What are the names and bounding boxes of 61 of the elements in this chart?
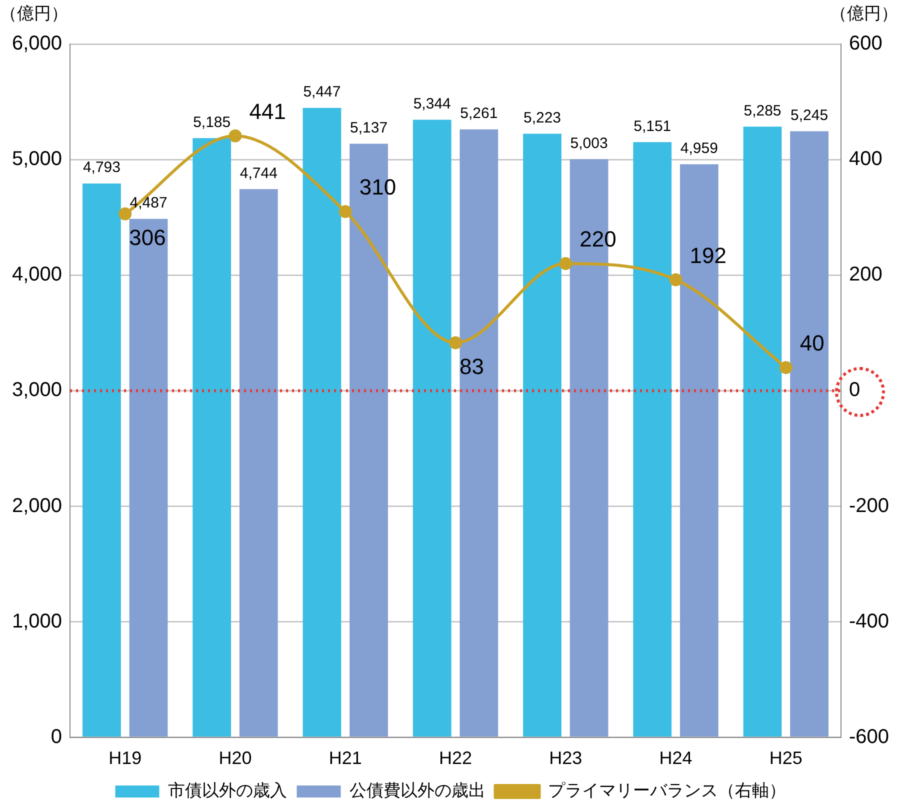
legend-label: プライマリーバランス（右軸） bbox=[548, 781, 786, 800]
bar bbox=[460, 129, 498, 737]
y-tick-label: 5,000 bbox=[12, 148, 62, 170]
data-label: 4,744 bbox=[240, 164, 278, 182]
y-tick-label: 0 bbox=[50, 726, 62, 748]
legend-label: 公債費以外の歳出 bbox=[349, 781, 486, 800]
y-tick-label: 2,000 bbox=[12, 494, 62, 517]
point bbox=[559, 257, 572, 270]
bar bbox=[302, 108, 342, 737]
data-label: 306 bbox=[129, 224, 166, 250]
data-label: 4,793 bbox=[82, 159, 120, 176]
bar bbox=[192, 138, 232, 737]
data-label: 441 bbox=[249, 98, 286, 124]
point bbox=[779, 361, 792, 374]
point bbox=[118, 207, 132, 220]
bar bbox=[82, 183, 121, 737]
bar bbox=[523, 134, 562, 737]
bar bbox=[412, 120, 452, 737]
x-tick-label: H22 bbox=[438, 748, 472, 768]
data-label: 5,447 bbox=[303, 84, 341, 101]
bar bbox=[129, 218, 168, 737]
x-tick-label: H23 bbox=[549, 748, 582, 768]
data-label: 83 bbox=[460, 354, 484, 379]
y2-tick-label: 200 bbox=[848, 264, 882, 286]
x-tick-label: H24 bbox=[659, 748, 692, 768]
y2-tick-label: 600 bbox=[848, 32, 882, 55]
y2-axis-title: （億円） bbox=[830, 4, 898, 24]
legend-label: 市債以外の歳入 bbox=[168, 781, 287, 800]
data-label: 5,223 bbox=[523, 109, 562, 126]
data-label: 4,959 bbox=[680, 140, 718, 157]
y-tick-label: 6,000 bbox=[12, 32, 62, 55]
data-label: 5,245 bbox=[790, 106, 828, 124]
x-tick-label: H25 bbox=[769, 748, 802, 768]
bar bbox=[633, 142, 672, 737]
point bbox=[228, 129, 242, 142]
y-tick-label: 3,000 bbox=[12, 379, 62, 402]
point bbox=[669, 273, 682, 286]
y2-tick-label: -200 bbox=[848, 494, 889, 517]
data-label: 5,185 bbox=[193, 114, 231, 131]
bar bbox=[743, 126, 782, 737]
y-axis-title: （億円） bbox=[0, 4, 68, 24]
x-tick-label: H19 bbox=[108, 748, 142, 768]
y2-tick-label: -400 bbox=[848, 610, 889, 632]
data-label: 5,137 bbox=[350, 119, 388, 136]
y2-tick-label: -600 bbox=[848, 726, 889, 748]
y-tick-label: 1,000 bbox=[12, 610, 62, 632]
data-label: 5,151 bbox=[634, 118, 672, 135]
x-tick-label: H21 bbox=[328, 748, 362, 768]
data-label: 40 bbox=[800, 330, 824, 356]
bar bbox=[239, 189, 278, 737]
point bbox=[449, 336, 462, 350]
point bbox=[338, 205, 352, 218]
bar bbox=[790, 131, 828, 737]
y2-tick-label: 400 bbox=[848, 148, 882, 170]
y-tick-label: 4,000 bbox=[12, 264, 62, 286]
data-label: 5,344 bbox=[413, 95, 451, 112]
y2-tick-label: 0 bbox=[848, 379, 860, 402]
data-label: 5,003 bbox=[570, 134, 608, 152]
x-tick-label: H20 bbox=[218, 748, 252, 768]
data-label: 5,285 bbox=[744, 102, 782, 120]
data-label: 5,261 bbox=[460, 105, 498, 122]
